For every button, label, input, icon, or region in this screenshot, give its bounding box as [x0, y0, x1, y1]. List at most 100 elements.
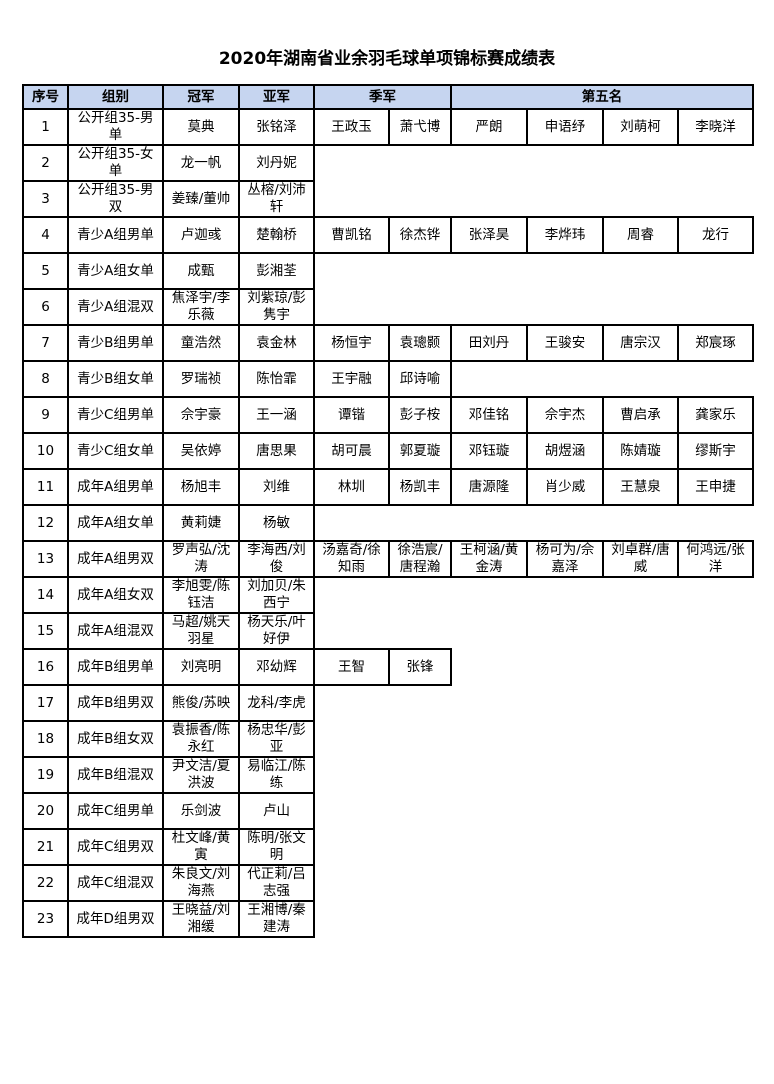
runner-up-cell: 卢山 — [238, 792, 315, 830]
fifth-place-cell: 肖少威 — [526, 468, 604, 506]
fifth-place-cell: 唐宗汉 — [602, 324, 679, 362]
champion-cell: 熊俊/苏映 — [162, 684, 240, 722]
fifth-place-cell: 邓钰璇 — [450, 432, 528, 470]
champion-cell: 杜文峰/黄寅 — [162, 828, 240, 866]
runner-up-cell: 陈怡霏 — [238, 360, 315, 398]
third-place-cell: 萧弋博 — [388, 108, 452, 146]
group-cell: 成年C组男双 — [67, 828, 164, 866]
table-row: 14 成年A组女双 李旭雯/陈钰洁 刘加贝/朱西宁 — [22, 576, 753, 614]
fifth-place-cell — [678, 829, 753, 865]
third-place-cell — [314, 901, 389, 937]
third-place-cell — [389, 793, 451, 829]
runner-up-cell: 陈明/张文明 — [238, 828, 315, 866]
third-place-cell: 杨凯丰 — [388, 468, 452, 506]
fifth-place-cell — [451, 649, 527, 685]
third-place-cell — [389, 829, 451, 865]
fifth-place-cell: 缪斯宇 — [677, 432, 754, 470]
fifth-place-cell — [527, 793, 603, 829]
third-place-cell: 徐浩宸/唐程瀚 — [388, 540, 452, 578]
third-place-cell — [314, 577, 389, 613]
fifth-place-cell — [678, 289, 753, 325]
fifth-place-cell — [678, 793, 753, 829]
champion-cell: 焦泽宇/李乐薇 — [162, 288, 240, 326]
row-number: 21 — [22, 828, 69, 866]
runner-up-cell: 刘维 — [238, 468, 315, 506]
table-row: 2 公开组35-女单 龙一帆 刘丹妮 — [22, 144, 753, 182]
third-place-cell — [314, 181, 389, 217]
runner-up-cell: 王一涵 — [238, 396, 315, 434]
group-cell: 成年B组男单 — [67, 648, 164, 686]
group-cell: 成年A组男双 — [67, 540, 164, 578]
champion-cell: 罗声弘/沈涛 — [162, 540, 240, 578]
table-row: 19 成年B组混双 尹文洁/夏洪波 易临江/陈练 — [22, 756, 753, 794]
group-cell: 青少B组男单 — [67, 324, 164, 362]
table-row: 9 青少C组男单 佘宇豪 王一涵 谭锴 彭子桉 邓佳铭 佘宇杰 曹启承 龚家乐 — [22, 396, 754, 434]
champion-cell: 尹文洁/夏洪波 — [162, 756, 240, 794]
fifth-place-cell — [603, 649, 678, 685]
runner-up-cell: 易临江/陈练 — [238, 756, 315, 794]
fifth-place-cell — [678, 361, 753, 397]
third-place-cell: 张锋 — [388, 648, 452, 686]
runner-up-cell: 龙科/李虎 — [238, 684, 315, 722]
table-row: 15 成年A组混双 马超/姚天羽星 杨天乐/叶好伊 — [22, 612, 753, 650]
table-row: 17 成年B组男双 熊俊/苏映 龙科/李虎 — [22, 684, 753, 722]
row-number: 2 — [22, 144, 69, 182]
fifth-place-cell — [527, 613, 603, 649]
fifth-place-cell: 田刘丹 — [450, 324, 528, 362]
fifth-place-cell: 龚家乐 — [677, 396, 754, 434]
fifth-place-cell — [603, 901, 678, 937]
fifth-place-cell — [451, 577, 527, 613]
row-number: 8 — [22, 360, 69, 398]
group-cell: 成年B组女双 — [67, 720, 164, 758]
fifth-place-cell — [527, 757, 603, 793]
fifth-place-cell — [451, 613, 527, 649]
fifth-place-cell — [678, 577, 753, 613]
fifth-place-cell: 陈婧璇 — [602, 432, 679, 470]
third-place-cell — [389, 289, 451, 325]
runner-up-cell: 王湘博/秦建涛 — [238, 900, 315, 938]
third-place-cell — [314, 145, 389, 181]
fifth-place-cell — [527, 505, 603, 541]
header-fifth: 第五名 — [450, 84, 754, 110]
fifth-place-cell — [527, 685, 603, 721]
third-place-cell: 邱诗喻 — [388, 360, 452, 398]
third-place-cell: 袁璁颢 — [388, 324, 452, 362]
fifth-place-cell — [451, 253, 527, 289]
row-number: 7 — [22, 324, 69, 362]
group-cell: 成年C组混双 — [67, 864, 164, 902]
fifth-place-cell — [603, 253, 678, 289]
row-number: 13 — [22, 540, 69, 578]
table-row: 6 青少A组混双 焦泽宇/李乐薇 刘紫琼/彭隽宇 — [22, 288, 753, 326]
third-place-cell — [314, 613, 389, 649]
third-place-cell — [389, 181, 451, 217]
third-place-cell — [389, 253, 451, 289]
champion-cell: 罗瑞祯 — [162, 360, 240, 398]
header-champion: 冠军 — [162, 84, 240, 110]
table-row: 18 成年B组女双 袁振香/陈永红 杨忠华/彭亚 — [22, 720, 753, 758]
table-row: 16 成年B组男单 刘亮明 邓幼辉 王智 张锋 — [22, 648, 753, 686]
header-group: 组别 — [67, 84, 164, 110]
group-cell: 成年A组混双 — [67, 612, 164, 650]
header-row: 序号 组别 冠军 亚军 季军 第五名 — [22, 84, 754, 110]
fifth-place-cell — [678, 685, 753, 721]
champion-cell: 刘亮明 — [162, 648, 240, 686]
row-number: 6 — [22, 288, 69, 326]
fifth-place-cell — [451, 901, 527, 937]
group-cell: 青少C组女单 — [67, 432, 164, 470]
row-number: 16 — [22, 648, 69, 686]
fifth-place-cell — [527, 253, 603, 289]
third-place-cell: 胡可晨 — [313, 432, 390, 470]
group-cell: 青少A组女单 — [67, 252, 164, 290]
group-cell: 公开组35-女单 — [67, 144, 164, 182]
third-place-cell: 杨恒宇 — [313, 324, 390, 362]
table-row: 23 成年D组男双 王晓益/刘湘缓 王湘博/秦建涛 — [22, 900, 753, 938]
fifth-place-cell — [678, 721, 753, 757]
runner-up-cell: 彭湘荃 — [238, 252, 315, 290]
runner-up-cell: 杨忠华/彭亚 — [238, 720, 315, 758]
third-place-cell — [314, 793, 389, 829]
fifth-place-cell — [451, 793, 527, 829]
table-row: 21 成年C组男双 杜文峰/黄寅 陈明/张文明 — [22, 828, 753, 866]
row-number: 18 — [22, 720, 69, 758]
third-place-cell: 林圳 — [313, 468, 390, 506]
row-number: 23 — [22, 900, 69, 938]
